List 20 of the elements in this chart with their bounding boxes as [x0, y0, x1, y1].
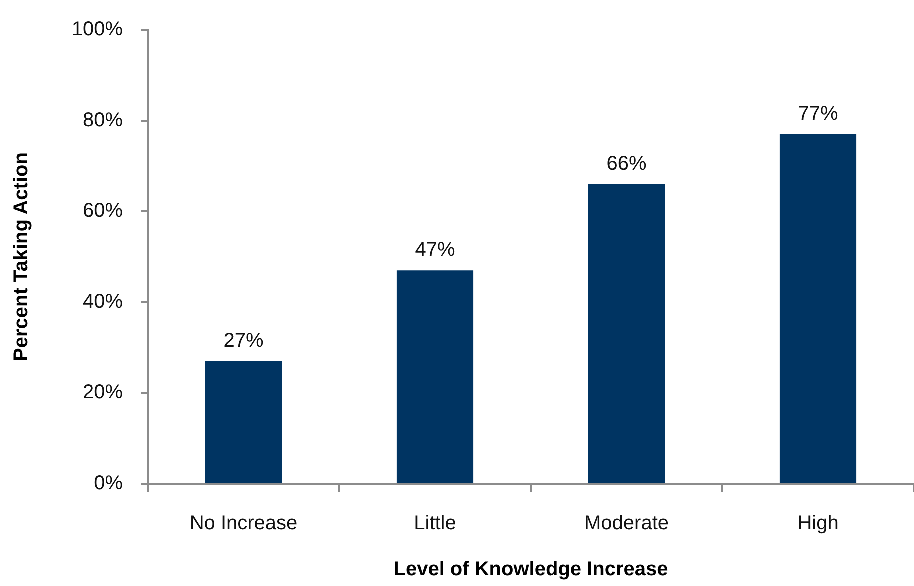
data-label: 77%	[798, 102, 838, 125]
y-axis-title: Percent Taking Action	[10, 152, 33, 362]
y-tick-label: 0%	[94, 472, 124, 495]
x-axis-title: Level of Knowledge Increase	[394, 558, 668, 581]
x-tick-label: Little	[414, 512, 456, 535]
x-tick-label: Moderate	[584, 512, 669, 535]
bar	[205, 361, 282, 483]
x-tick-label: High	[798, 512, 839, 535]
bar	[396, 270, 474, 483]
x-tick-label: No Increase	[190, 512, 298, 535]
bar	[588, 184, 666, 483]
y-tick-label: 40%	[82, 290, 124, 313]
y-tick-label: 60%	[82, 200, 124, 222]
y-tick-label: 100%	[72, 18, 124, 41]
data-label: 47%	[415, 239, 456, 262]
y-tick-label: 20%	[82, 382, 124, 404]
bar	[780, 134, 857, 483]
data-label: 27%	[224, 330, 264, 352]
y-tick-label: 80%	[82, 109, 124, 132]
data-label: 66%	[606, 152, 647, 175]
